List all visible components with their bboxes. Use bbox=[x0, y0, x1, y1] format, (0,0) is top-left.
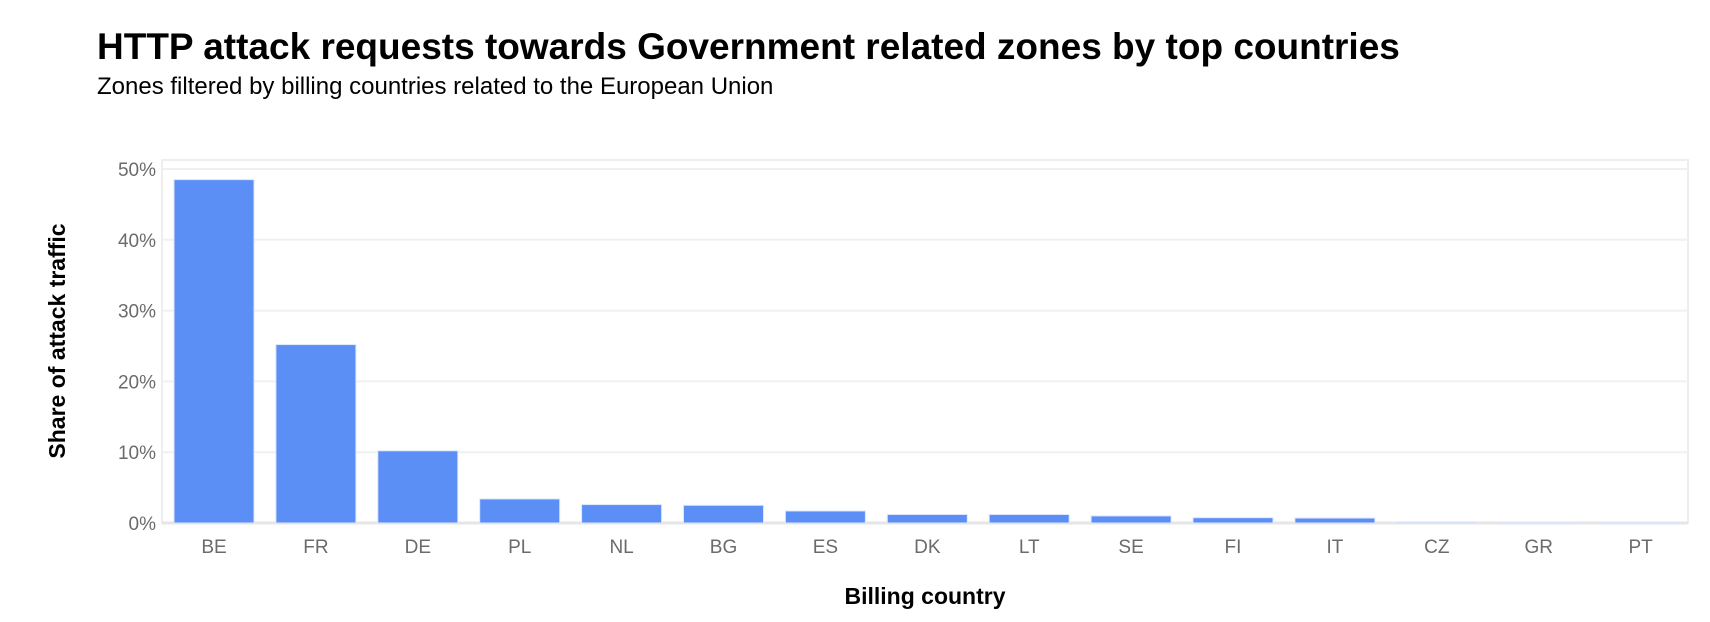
bar-lt[interactable] bbox=[988, 514, 1070, 524]
bar-be[interactable] bbox=[173, 179, 255, 524]
bar-it[interactable] bbox=[1294, 517, 1376, 524]
x-tick-label: FI bbox=[1225, 537, 1242, 558]
y-tick-label: 20% bbox=[118, 372, 156, 393]
y-tick-label: 50% bbox=[118, 160, 156, 181]
x-tick-label: NL bbox=[609, 537, 633, 558]
x-tick-label: BG bbox=[710, 537, 737, 558]
bar-pt[interactable] bbox=[1600, 522, 1682, 525]
y-tick-label: 10% bbox=[118, 443, 156, 464]
y-tick-label: 40% bbox=[118, 231, 156, 252]
x-tick-label: GR bbox=[1524, 537, 1553, 558]
bar-bg[interactable] bbox=[683, 504, 764, 524]
bar-de[interactable] bbox=[377, 450, 459, 524]
x-tick-label: ES bbox=[813, 537, 838, 558]
chart-subtitle: Zones filtered by billing countries rela… bbox=[97, 73, 774, 100]
x-tick-label: PL bbox=[508, 537, 531, 558]
y-axis-label: Share of attack traffic bbox=[44, 223, 70, 458]
chart-title: HTTP attack requests towards Government … bbox=[97, 26, 1400, 67]
y-axis-ticks: 0% 10% 20% 30% 40% 50% bbox=[118, 160, 156, 535]
x-axis-label: Billing country bbox=[845, 583, 1006, 609]
x-tick-label: IT bbox=[1326, 537, 1343, 558]
x-tick-label: DK bbox=[914, 537, 941, 558]
x-tick-label: BE bbox=[201, 537, 226, 558]
x-tick-label: DE bbox=[405, 537, 431, 558]
bar-nl[interactable] bbox=[581, 504, 663, 524]
bar-cz[interactable] bbox=[1396, 521, 1478, 524]
x-axis-ticks: BE FR DE PL NL BG ES DK LT SE FI IT CZ GR PT bbox=[201, 537, 1653, 558]
x-tick-label: FR bbox=[303, 537, 328, 558]
bars bbox=[173, 179, 1682, 525]
x-tick-label: SE bbox=[1118, 537, 1143, 558]
bar-dk[interactable] bbox=[886, 514, 968, 524]
bar-gr[interactable] bbox=[1498, 522, 1580, 525]
y-tick-label: 0% bbox=[129, 514, 157, 535]
bar-fi[interactable] bbox=[1192, 517, 1274, 524]
x-tick-label: CZ bbox=[1424, 537, 1450, 558]
bar-es[interactable] bbox=[784, 510, 866, 524]
bar-pl[interactable] bbox=[479, 498, 561, 524]
x-tick-label: LT bbox=[1019, 537, 1040, 558]
x-tick-label: PT bbox=[1628, 537, 1653, 558]
bar-se[interactable] bbox=[1090, 515, 1172, 524]
bar-fr[interactable] bbox=[275, 344, 357, 524]
y-tick-label: 30% bbox=[118, 302, 156, 323]
